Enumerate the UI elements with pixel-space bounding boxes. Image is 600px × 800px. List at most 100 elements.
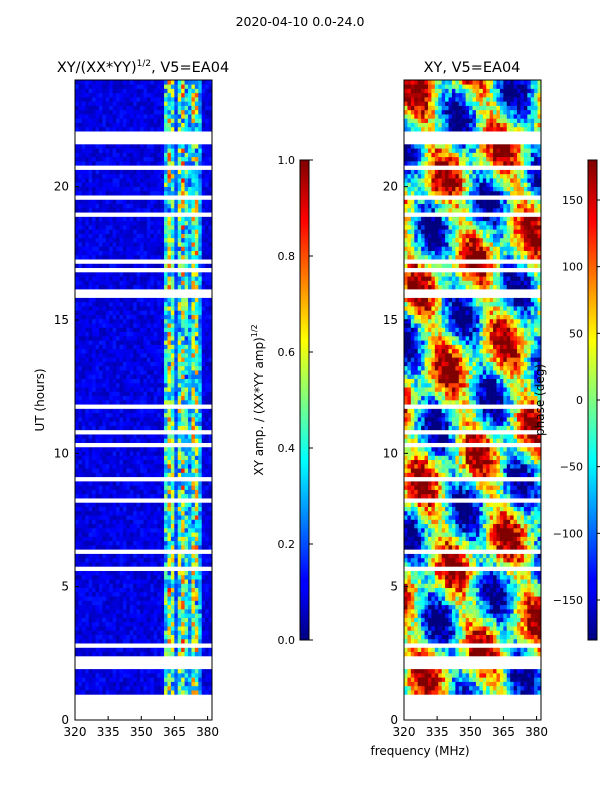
- amp-cell: [167, 186, 172, 192]
- amp-cell: [78, 310, 83, 315]
- amp-cell: [174, 485, 179, 490]
- amp-cell: [119, 97, 124, 102]
- amp-cell: [133, 472, 137, 478]
- amp-cell: [174, 237, 179, 243]
- amp-cell: [177, 464, 182, 469]
- amp-cell: [95, 609, 100, 614]
- amp-cell: [201, 105, 206, 111]
- amp-cell: [126, 417, 131, 422]
- amp-cell: [157, 92, 161, 98]
- amp-cell: [116, 169, 120, 175]
- amp-cell: [129, 370, 134, 375]
- amp-cell: [167, 272, 172, 277]
- amp-cell: [198, 382, 203, 388]
- amp-cell: [105, 630, 110, 635]
- amp-cell: [140, 101, 144, 106]
- amp-cell: [88, 186, 93, 192]
- amp-cell: [198, 519, 203, 525]
- amp-cell: [81, 515, 86, 520]
- amp-cell: [198, 673, 203, 678]
- amp-cell: [191, 92, 196, 98]
- amp-cell: [119, 502, 124, 507]
- amp-cell: [126, 365, 131, 371]
- amp-cell: [109, 84, 113, 89]
- amp-cell: [112, 88, 117, 94]
- amp-cell: [85, 173, 89, 179]
- amp-cell: [201, 579, 206, 584]
- amp-cell: [157, 617, 161, 623]
- amp-cell: [98, 148, 103, 153]
- amp-cell: [133, 361, 137, 367]
- amp-cell: [160, 105, 165, 111]
- amp-cell: [201, 101, 206, 106]
- amp-cell: [109, 472, 113, 478]
- amp-cell: [112, 673, 117, 678]
- amp-cell: [157, 557, 161, 563]
- amp-cell: [164, 276, 168, 281]
- amp-cell: [92, 438, 96, 443]
- amp-cell: [119, 536, 124, 542]
- amp-cell: [140, 190, 144, 196]
- amp-cell: [92, 237, 96, 243]
- amp-cell: [201, 434, 206, 439]
- amp-cell: [88, 408, 93, 414]
- amp-cell: [122, 173, 127, 179]
- amp-cell: [205, 80, 209, 85]
- amp-cell: [164, 225, 168, 230]
- amp-cell: [167, 190, 172, 196]
- amp-cell: [98, 562, 103, 567]
- amp-cell: [143, 412, 148, 418]
- amp-cell: [160, 434, 165, 439]
- amp-cell: [88, 353, 93, 358]
- amp-cell: [92, 374, 96, 379]
- amp-cell: [157, 242, 161, 247]
- amp-cell: [78, 540, 83, 546]
- amp-cell: [78, 118, 83, 123]
- amp-cell: [188, 169, 192, 175]
- amp-cell: [201, 156, 206, 162]
- amp-cell: [81, 626, 86, 631]
- amp-cell: [208, 421, 213, 426]
- amp-cell: [201, 97, 206, 102]
- amp-cell: [105, 634, 110, 640]
- amp-cell: [143, 545, 148, 550]
- amp-cell: [102, 438, 107, 443]
- amp-cell: [160, 451, 165, 456]
- amp-cell: [174, 489, 179, 495]
- amp-cell: [188, 357, 192, 362]
- amp-cell: [157, 220, 161, 226]
- amp-cell: [112, 690, 117, 695]
- amp-cell: [174, 583, 179, 589]
- amp-cell: [153, 434, 158, 439]
- amp-cell: [146, 306, 151, 311]
- amp-cell: [136, 126, 141, 132]
- amp-cell: [184, 621, 189, 627]
- amp-cell: [98, 519, 103, 525]
- amp-cell: [191, 677, 196, 682]
- amp-cell: [160, 685, 165, 691]
- amp-cell: [191, 536, 196, 542]
- amp-cell: [105, 348, 110, 354]
- amp-cell: [194, 357, 199, 362]
- amp-cell: [188, 306, 192, 311]
- amp-cell: [88, 515, 93, 520]
- amp-cell: [184, 297, 189, 303]
- amp-cell: [153, 109, 158, 115]
- amp-cell: [146, 178, 151, 183]
- amp-colorbar-tick-label: 0.8: [278, 250, 296, 263]
- amp-cell: [177, 88, 182, 94]
- amp-cell: [153, 459, 158, 465]
- amp-cell: [157, 626, 161, 631]
- amp-cell: [194, 323, 199, 328]
- amp-cell: [153, 557, 158, 563]
- amp-cell: [119, 540, 124, 546]
- amp-cell: [174, 400, 179, 405]
- amp-cell: [150, 553, 155, 559]
- amp-cell: [126, 489, 131, 495]
- amp-cell: [184, 651, 189, 657]
- amp-cell: [160, 421, 165, 426]
- amp-cell: [133, 229, 137, 234]
- amp-cell: [140, 361, 144, 367]
- amp-cell: [181, 323, 185, 328]
- amp-cell: [146, 348, 151, 354]
